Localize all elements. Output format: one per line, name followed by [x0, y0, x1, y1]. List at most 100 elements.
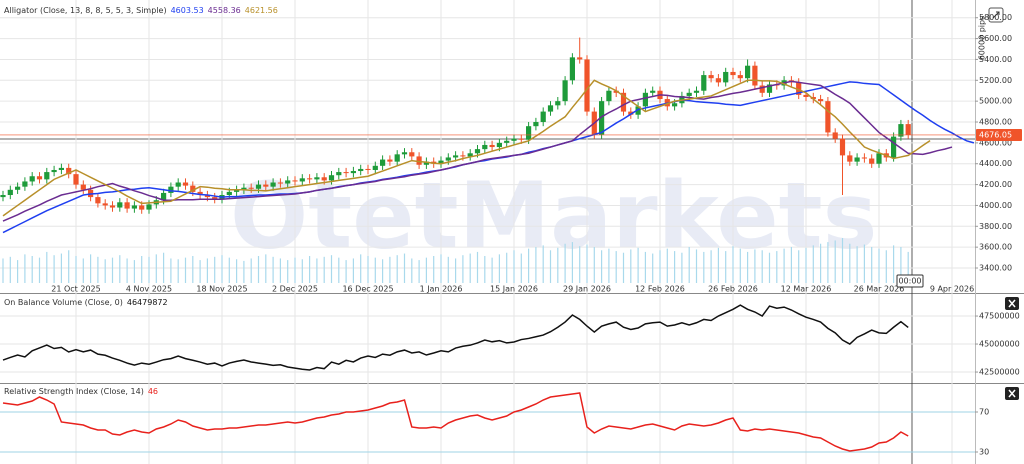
candle-body [635, 106, 641, 115]
candle-body [730, 71, 736, 76]
crosshair-tag [896, 274, 924, 288]
y-tick-label: 3800.00 [979, 222, 1012, 231]
candle-body [708, 75, 714, 79]
volume-bar [97, 256, 99, 283]
legend-value: 46479872 [127, 298, 168, 307]
candle-body [365, 168, 371, 170]
volume-bar [849, 243, 851, 283]
candle-body [292, 180, 298, 182]
candle-body [562, 80, 568, 102]
candle-body [613, 90, 619, 93]
candle-body [518, 138, 524, 140]
volume-bar [586, 244, 588, 283]
candle-body [423, 161, 429, 165]
volume-bar [666, 248, 668, 283]
legend: Relative Strength Index (Close, 14) 46 [4, 387, 158, 396]
candle-body [285, 180, 291, 184]
volume-bar [900, 247, 902, 283]
candle-body [869, 158, 875, 164]
candle-body [22, 181, 28, 187]
candle-body [839, 138, 846, 156]
volume-bar [622, 252, 625, 283]
x-tick-label: 9 Apr 2026 [930, 285, 974, 294]
candle-body [15, 186, 21, 190]
candle-body [686, 92, 692, 96]
candle-body [44, 172, 50, 180]
expand-button[interactable] [988, 7, 1004, 23]
volume-bar [440, 254, 442, 283]
candle-body [168, 186, 174, 193]
volume-bar [506, 252, 508, 283]
volume-bar [681, 252, 683, 283]
watermark: OtetMarkets [230, 162, 877, 269]
x-tick-label: 21 Oct 2025 [51, 285, 100, 294]
candle-body [854, 157, 860, 162]
volume-bar [739, 248, 741, 283]
volume-bar [878, 248, 880, 283]
candle-body [102, 203, 108, 206]
x-tick-label: 26 Feb 2026 [708, 285, 758, 294]
volume-bar [695, 249, 698, 283]
volume-bar [418, 260, 420, 283]
candle-body [701, 75, 707, 91]
volume-bar [630, 249, 632, 283]
candle-body [372, 165, 378, 170]
volume-bar [111, 257, 114, 283]
volume-bar [192, 256, 194, 283]
candle-body [182, 182, 189, 186]
close-icon [1008, 299, 1016, 308]
volume-bar [309, 256, 311, 283]
volume-bar [557, 247, 559, 283]
volume-bar [24, 254, 26, 283]
close-button[interactable] [1005, 297, 1019, 310]
candle-body [496, 142, 502, 148]
candle-body [197, 191, 203, 196]
volume-bar [513, 250, 515, 283]
x-tick-label: 12 Mar 2026 [781, 285, 832, 294]
candle-body [416, 156, 422, 165]
volume-bar [141, 256, 143, 283]
volume-bar [323, 256, 325, 283]
y-tick-label: 4400.00 [979, 159, 1012, 168]
candle-body [343, 172, 349, 174]
candle-body [124, 202, 130, 209]
volume-bar [170, 258, 172, 283]
y-tick-label: 5800.00 [979, 13, 1012, 22]
candle-body [73, 174, 79, 185]
candle-body [445, 157, 451, 161]
crosshair-label: 00:00 [898, 277, 921, 286]
candle-body [453, 155, 459, 158]
volume-bar [484, 256, 486, 283]
candle-body [759, 85, 765, 93]
candle-body [467, 153, 473, 157]
legend-value: 4621.56 [245, 6, 278, 15]
candle-body [905, 124, 911, 135]
volume-bar [601, 250, 603, 283]
volume-bar [834, 240, 836, 283]
volume-bar [652, 253, 654, 283]
candle-body [131, 205, 137, 209]
candle-body [752, 65, 758, 86]
candle-body [584, 59, 590, 112]
expand-icon [992, 11, 1000, 19]
volume-bar [294, 257, 296, 283]
volume-bar [812, 245, 814, 283]
x-tick-label: 16 Dec 2025 [342, 285, 393, 294]
close-button[interactable] [1005, 387, 1019, 400]
candle-body [818, 99, 824, 102]
candle-body [321, 177, 327, 181]
candle-body [270, 182, 276, 187]
y-tick-label: 4000.00 [979, 201, 1012, 210]
volume-bar [542, 245, 544, 283]
volume-bar [126, 258, 128, 283]
alligator-line [2, 81, 975, 234]
volume-bar [469, 253, 471, 283]
volume-bar [301, 259, 303, 283]
volume-bar [798, 250, 800, 283]
volume-bar [345, 260, 347, 283]
candle-body [328, 175, 335, 181]
candle-body [898, 124, 904, 137]
volume-bar [462, 255, 464, 283]
volume-bar [520, 253, 522, 283]
volume-bar [184, 257, 187, 283]
